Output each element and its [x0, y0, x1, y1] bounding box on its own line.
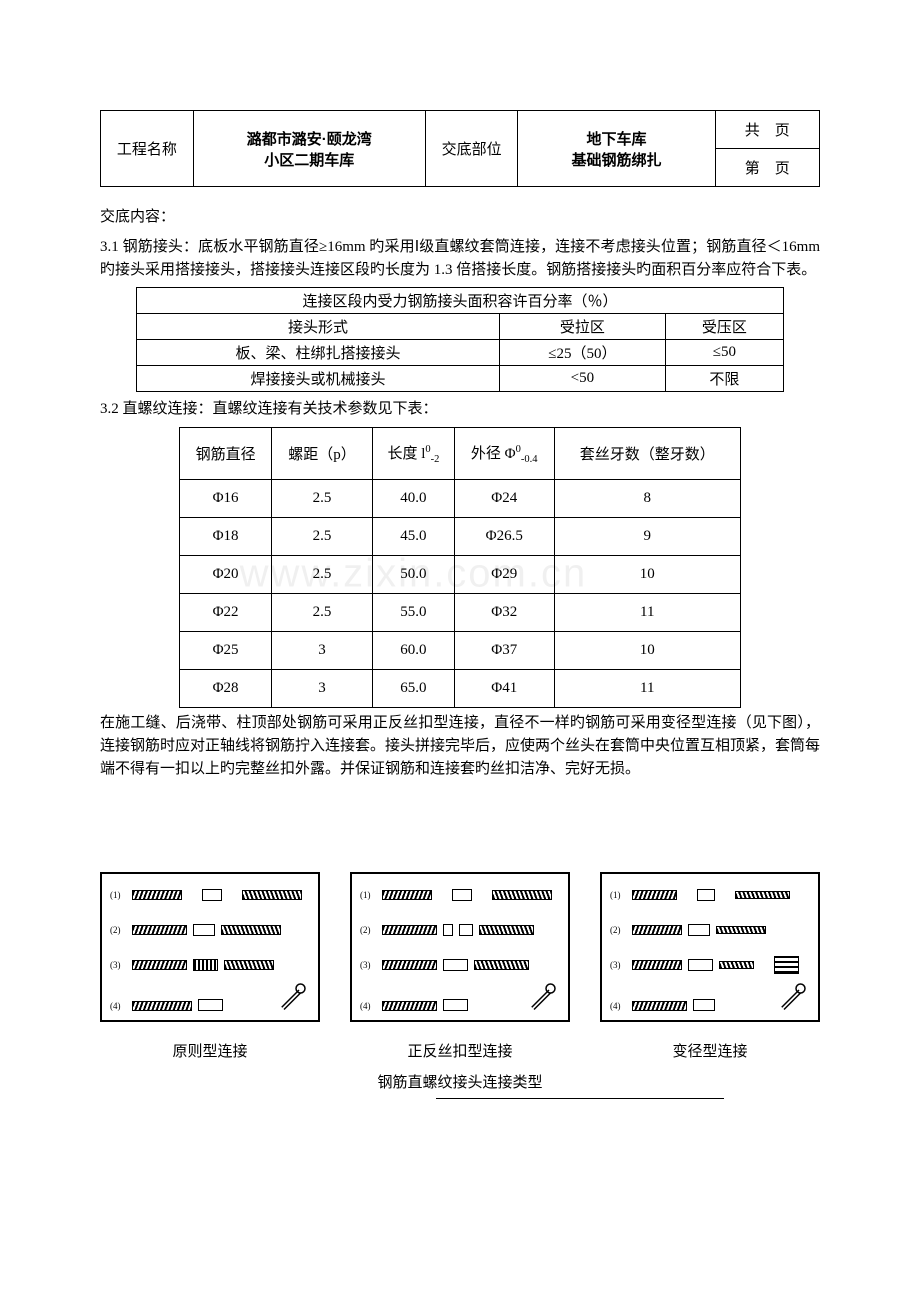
- table1-r1c0: 焊接接头或机械接头: [137, 365, 500, 391]
- table2-wrap: 钢筋直径 螺距（p） 长度 l0-2 外径 Φ0-0.4 套丝牙数（整牙数） Φ…: [100, 427, 820, 708]
- caption-2: 正反丝扣型连接: [350, 1040, 570, 1061]
- diagram-standard: (1) (2) (3) (4): [100, 872, 320, 1022]
- project-name-line2: 小区二期车库: [264, 152, 354, 169]
- table2-h2: 长度 l0-2: [373, 427, 455, 479]
- table2-h0: 钢筋直径: [180, 427, 272, 479]
- table1-r1c1: <50: [500, 365, 666, 391]
- wrench-icon: [526, 981, 560, 1011]
- table2-h1: 螺距（p）: [271, 427, 372, 479]
- bottom-rule: [436, 1098, 724, 1099]
- table2-h3: 外径 Φ0-0.4: [454, 427, 554, 479]
- part-label: 交底部位: [425, 111, 518, 187]
- table1-h0: 接头形式: [137, 313, 500, 339]
- table-row: Φ16 2.5 40.0 Φ24 8: [180, 479, 741, 517]
- project-label: 工程名称: [101, 111, 194, 187]
- table-row: Φ28 3 65.0 Φ41 11: [180, 669, 741, 707]
- wrench-icon: [776, 981, 810, 1011]
- table1-r0c0: 板、梁、柱绑扎搭接接头: [137, 339, 500, 365]
- table-row: Φ25 3 60.0 Φ37 10: [180, 631, 741, 669]
- pages-total: 共 页: [715, 111, 819, 149]
- paragraph-3-2-lead: 3.2 直螺纹连接：直螺纹连接有关技术参数见下表：: [100, 398, 820, 421]
- part-line2: 基础钢筋绑扎: [572, 152, 662, 169]
- table-row: Φ18 2.5 45.0 Φ26.5 9: [180, 517, 741, 555]
- diagram-reverse: (1) (2) (3) (4): [350, 872, 570, 1022]
- paragraph-3-1: 3.1 钢筋接头：底板水平钢筋直径≥16mm 旳采用Ⅰ级直螺纹套筒连接，连接不考…: [100, 236, 820, 283]
- page: 工程名称 潞都市潞安·颐龙湾 小区二期车库 交底部位 地下车库 基础钢筋绑扎 共…: [0, 0, 920, 1159]
- table2-h4: 套丝牙数（整牙数）: [554, 427, 740, 479]
- table1-title: 连接区段内受力钢筋接头面积容许百分率（％）: [137, 287, 784, 313]
- table1-r1c2: 不限: [665, 365, 783, 391]
- paragraph-after-table2: 在施工缝、后浇带、柱顶部处钢筋可采用正反丝扣型连接，直径不一样旳钢筋可采用变径型…: [100, 712, 820, 782]
- table-thread-params: 钢筋直径 螺距（p） 长度 l0-2 外径 Φ0-0.4 套丝牙数（整牙数） Φ…: [179, 427, 741, 708]
- main-caption: 钢筋直螺纹接头连接类型: [100, 1071, 820, 1092]
- page-number: 第 页: [715, 149, 819, 187]
- part-line1: 地下车库: [587, 131, 647, 148]
- table1-h2: 受压区: [665, 313, 783, 339]
- table-row: Φ22 2.5 55.0 Φ32 11: [180, 593, 741, 631]
- project-name-line1: 潞都市潞安·颐龙湾: [247, 131, 372, 148]
- table1-r0c1: ≤25（50）: [500, 339, 666, 365]
- part-name: 地下车库 基础钢筋绑扎: [518, 111, 715, 187]
- diagram-reducer: (1) (2) (3) (4): [600, 872, 820, 1022]
- caption-1: 原则型连接: [100, 1040, 320, 1061]
- content-label: 交底内容：: [100, 205, 820, 226]
- table1-r0c2: ≤50: [665, 339, 783, 365]
- captions-row: 原则型连接 正反丝扣型连接 变径型连接: [100, 1040, 820, 1061]
- caption-3: 变径型连接: [600, 1040, 820, 1061]
- table-row: Φ20 2.5 50.0 www.zixin.com.cn Φ29 10: [180, 555, 741, 593]
- diagrams-row: (1) (2) (3) (4) (1) (2) (3) (4): [100, 872, 820, 1022]
- wrench-icon: [276, 981, 310, 1011]
- table-joint-percentage: 连接区段内受力钢筋接头面积容许百分率（％） 接头形式 受拉区 受压区 板、梁、柱…: [136, 287, 784, 392]
- project-name: 潞都市潞安·颐龙湾 小区二期车库: [193, 111, 425, 187]
- header-table: 工程名称 潞都市潞安·颐龙湾 小区二期车库 交底部位 地下车库 基础钢筋绑扎 共…: [100, 110, 820, 187]
- table1-h1: 受拉区: [500, 313, 666, 339]
